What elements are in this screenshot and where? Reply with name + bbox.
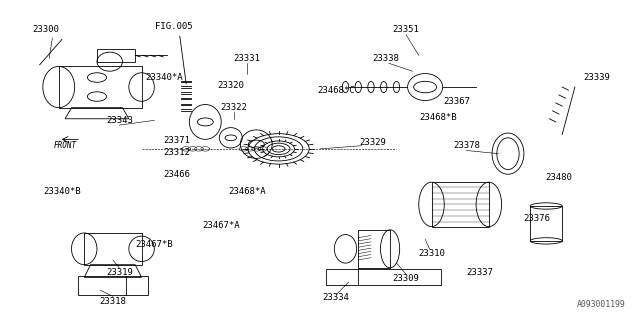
Text: 23300: 23300: [33, 25, 60, 35]
Text: 23343: 23343: [106, 116, 132, 125]
Text: 23468*B: 23468*B: [419, 113, 457, 122]
Text: FIG.005: FIG.005: [155, 22, 192, 31]
Text: FRONT: FRONT: [54, 141, 77, 150]
Text: 23466: 23466: [163, 170, 190, 179]
Bar: [531, 206, 562, 241]
Text: 23378: 23378: [453, 141, 480, 150]
Text: 23468*A: 23468*A: [228, 187, 266, 196]
Text: 23467*A: 23467*A: [202, 220, 240, 229]
Text: 23334: 23334: [323, 293, 349, 302]
Text: 23312: 23312: [163, 148, 190, 156]
Text: 23340*B: 23340*B: [43, 187, 81, 196]
Text: 23337: 23337: [466, 268, 493, 277]
Text: 23480: 23480: [545, 173, 572, 182]
Text: 23329: 23329: [360, 138, 387, 147]
Text: 23351: 23351: [392, 25, 419, 35]
Bar: [59, 67, 141, 108]
Bar: [431, 182, 489, 227]
Text: 23339: 23339: [584, 73, 611, 82]
Bar: [84, 233, 141, 265]
Text: 23309: 23309: [392, 275, 419, 284]
Text: 23367: 23367: [444, 97, 470, 106]
Text: 23320: 23320: [218, 81, 244, 90]
Text: 23340*A: 23340*A: [145, 73, 182, 82]
Text: 23322: 23322: [221, 103, 248, 112]
Bar: [326, 269, 441, 285]
Text: 23468*C: 23468*C: [317, 86, 355, 95]
Text: 23331: 23331: [234, 54, 260, 63]
Text: 23319: 23319: [106, 268, 132, 277]
Text: A093001199: A093001199: [577, 300, 626, 309]
Bar: [358, 230, 390, 268]
Text: 23318: 23318: [99, 297, 126, 306]
Bar: [78, 276, 148, 295]
Text: 23338: 23338: [372, 54, 399, 63]
Bar: [97, 49, 135, 62]
Text: 23467*B: 23467*B: [136, 240, 173, 249]
Text: 23376: 23376: [524, 214, 550, 223]
Text: 23371: 23371: [163, 136, 190, 146]
Text: 23310: 23310: [418, 249, 445, 258]
